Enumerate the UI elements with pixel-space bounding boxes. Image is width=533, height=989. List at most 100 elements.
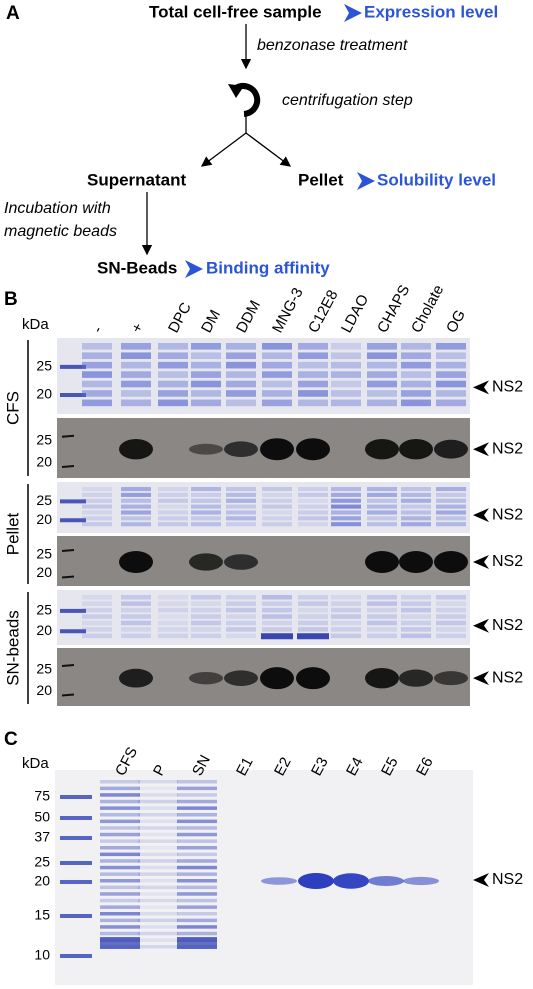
lane-label: Cholate xyxy=(408,282,447,336)
protein-band xyxy=(121,487,151,492)
protein-band xyxy=(262,371,292,378)
protein-band xyxy=(401,504,431,509)
protein-band xyxy=(226,352,256,360)
protein-band xyxy=(138,938,178,942)
lane-label: - xyxy=(89,323,106,335)
elution-band xyxy=(368,876,404,886)
protein-band xyxy=(191,633,221,639)
protein-band xyxy=(262,487,292,492)
protein-band xyxy=(331,380,361,388)
protein-band xyxy=(177,879,217,883)
protein-band xyxy=(177,799,217,804)
protein-band xyxy=(138,918,178,923)
protein-band xyxy=(100,937,140,949)
ladder-band xyxy=(60,518,86,523)
protein-band xyxy=(158,627,188,632)
protein-band xyxy=(226,620,256,626)
protein-band xyxy=(401,487,431,492)
ladder-band xyxy=(60,836,92,840)
western-band xyxy=(189,553,223,571)
ladder-band xyxy=(60,861,92,865)
marker-label: 20 xyxy=(36,682,52,698)
protein-band xyxy=(226,361,256,369)
protein-band xyxy=(82,487,112,492)
western-band xyxy=(434,671,468,686)
western-band xyxy=(119,439,153,460)
group-label: SN-beads xyxy=(3,610,22,686)
protein-band xyxy=(138,898,178,903)
protein-band xyxy=(331,627,361,632)
protein-band xyxy=(158,516,188,521)
ladder-mark xyxy=(61,693,75,697)
blue-arrow xyxy=(185,260,203,278)
protein-band xyxy=(191,614,221,619)
protein-band xyxy=(138,819,178,824)
protein-band xyxy=(298,487,328,492)
step-text: SN-Beads xyxy=(97,258,177,277)
western-band xyxy=(260,438,294,461)
protein-band xyxy=(436,620,466,626)
protein-band xyxy=(158,504,188,509)
ladder-mark xyxy=(61,465,75,468)
western-band xyxy=(365,551,399,573)
protein-band xyxy=(331,390,361,397)
protein-band xyxy=(158,487,188,492)
protein-band xyxy=(401,352,431,360)
protein-band xyxy=(401,595,431,600)
protein-band xyxy=(158,620,188,626)
blue-arrow xyxy=(357,172,375,190)
protein-band xyxy=(82,492,112,497)
protein-band xyxy=(331,361,361,369)
protein-band xyxy=(367,371,397,378)
protein-band xyxy=(226,492,256,497)
lane-label: DDM xyxy=(233,298,264,336)
target-label: NS2 xyxy=(492,553,523,570)
protein-band xyxy=(262,343,292,350)
protein-band xyxy=(298,380,328,388)
step-note: benzonase treatment xyxy=(257,37,408,54)
lane-label: DM xyxy=(198,307,224,336)
protein-band xyxy=(177,780,217,784)
protein-band xyxy=(191,510,221,515)
protein-band xyxy=(298,504,328,509)
protein-band xyxy=(158,498,188,503)
western-band xyxy=(296,438,330,461)
protein-band xyxy=(367,380,397,388)
protein-band xyxy=(158,595,188,600)
protein-band xyxy=(401,399,431,407)
protein-band xyxy=(401,380,431,388)
marker-label: 20 xyxy=(34,873,50,889)
protein-band xyxy=(226,601,256,606)
protein-band xyxy=(298,607,328,613)
protein-band xyxy=(138,846,178,850)
protein-band xyxy=(191,516,221,521)
group-label: Pellet xyxy=(3,512,22,555)
protein-band xyxy=(331,352,361,360)
protein-band xyxy=(177,865,217,870)
protein-band xyxy=(177,931,217,936)
protein-band xyxy=(138,945,178,949)
protein-band xyxy=(226,390,256,397)
marker-label: 25 xyxy=(36,432,52,448)
lane-label: LDAO xyxy=(338,292,372,336)
band-arrow xyxy=(473,508,489,523)
step-note: centrifugation step xyxy=(282,92,413,109)
protein-band xyxy=(401,620,431,626)
protein-band xyxy=(191,361,221,369)
western-band xyxy=(399,669,433,687)
protein-band xyxy=(191,627,221,632)
protein-band xyxy=(331,371,361,378)
step-note: Incubation with xyxy=(4,200,111,217)
marker-label: 25 xyxy=(36,602,52,618)
protein-band xyxy=(331,399,361,407)
protein-band xyxy=(436,504,466,509)
protein-band xyxy=(367,614,397,619)
ladder-band xyxy=(60,608,86,613)
protein-band xyxy=(298,352,328,360)
protein-band xyxy=(177,892,217,896)
protein-band xyxy=(401,627,431,632)
protein-band xyxy=(436,343,466,350)
target-label: NS2 xyxy=(492,440,523,457)
protein-band xyxy=(262,607,292,613)
protein-band xyxy=(261,633,293,640)
